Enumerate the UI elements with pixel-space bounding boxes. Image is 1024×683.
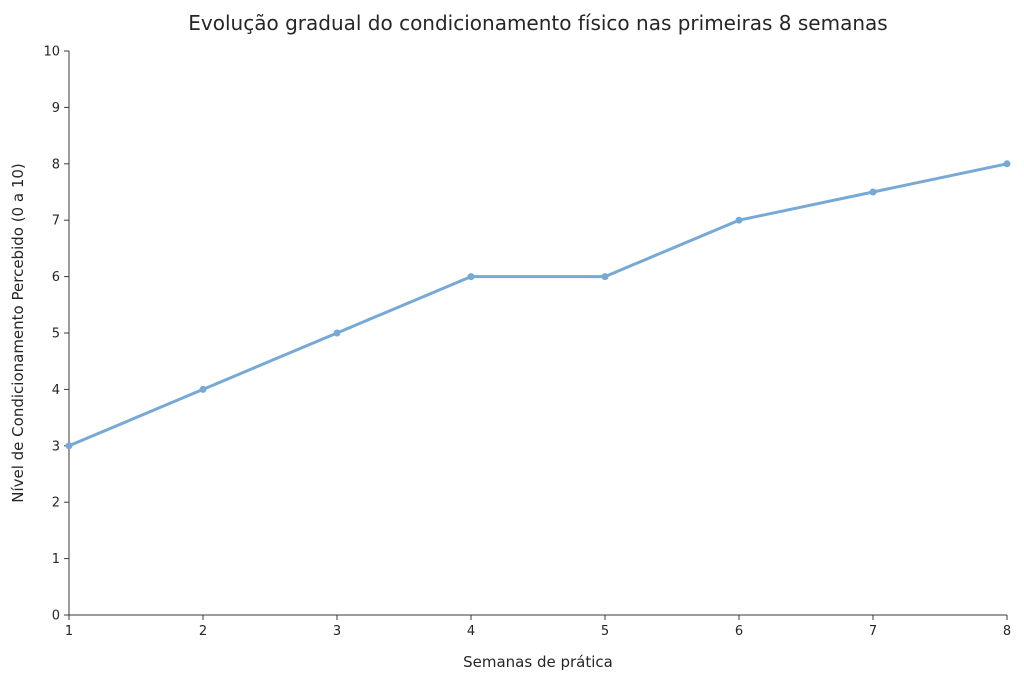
data-point [869, 188, 877, 196]
x-tick-label: 1 [65, 624, 73, 639]
y-tick-label: 3 [52, 439, 60, 454]
x-tick-label: 2 [199, 624, 207, 639]
y-tick-label: 9 [52, 101, 60, 116]
data-point [199, 385, 207, 393]
x-tick-label: 6 [735, 624, 743, 639]
data-point [735, 216, 743, 224]
y-axis-label: Nível de Condicionamento Percebido (0 a … [9, 163, 27, 503]
y-tick-label: 1 [52, 552, 60, 567]
y-tick-label: 5 [52, 327, 60, 342]
data-point [65, 442, 73, 450]
x-axis-label: Semanas de prática [463, 653, 613, 671]
y-tick-label: 4 [52, 383, 60, 398]
y-tick-label: 0 [52, 609, 60, 624]
data-point [333, 329, 341, 337]
data-point [601, 273, 609, 281]
x-tick-label: 8 [1003, 624, 1011, 639]
y-tick-label: 10 [43, 45, 60, 60]
x-tick-label: 4 [467, 624, 475, 639]
y-tick-label: 7 [52, 214, 60, 229]
series-line [67, 162, 1009, 448]
y-tick-label: 6 [52, 270, 60, 285]
data-point [467, 273, 475, 281]
x-tick-label: 3 [333, 624, 341, 639]
y-tick-label: 2 [52, 496, 60, 511]
x-tick-label: 7 [869, 624, 877, 639]
y-tick-label: 8 [52, 157, 60, 172]
chart-title: Evolução gradual do condicionamento físi… [188, 11, 887, 35]
data-point [1003, 160, 1011, 168]
x-tick-label: 5 [601, 624, 609, 639]
